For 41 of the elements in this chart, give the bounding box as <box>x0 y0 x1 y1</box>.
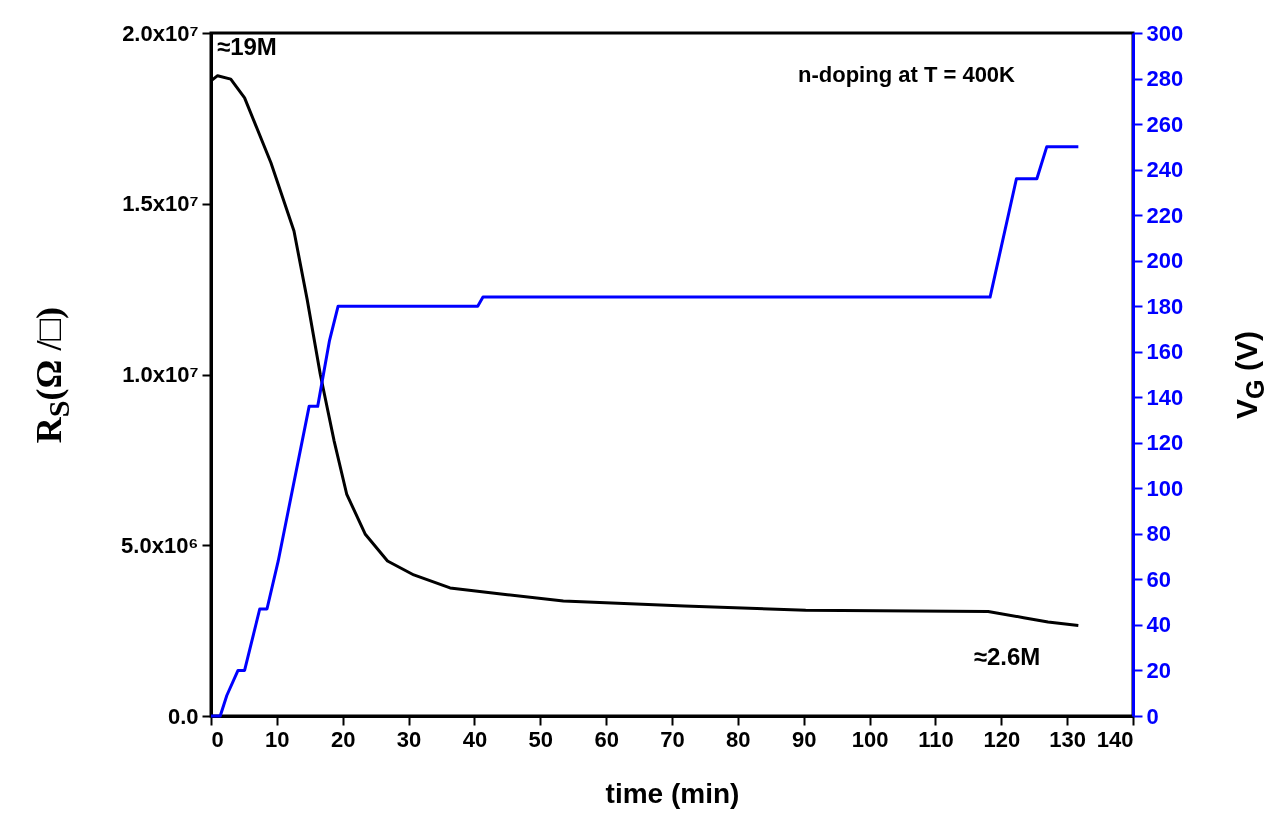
y2-tick-label: 220 <box>1146 202 1184 228</box>
y2-tick-label: 100 <box>1146 475 1184 501</box>
y-tick-label: 0.0 <box>167 703 199 729</box>
x-tick-label: 110 <box>918 726 954 752</box>
y-tick-label: 2.0x10⁷ <box>122 20 199 46</box>
x-tick-label: 40 <box>462 726 488 752</box>
y2-tick-label: 260 <box>1146 111 1184 137</box>
y2-tick-label: 300 <box>1146 20 1184 46</box>
y2-tick-label: 180 <box>1146 293 1184 319</box>
annotation: n-doping at T = 400K <box>798 62 1016 87</box>
x-tick-label: 50 <box>528 726 554 752</box>
y2-tick-label: 140 <box>1146 384 1184 410</box>
y-tick-label: 1.5x10⁷ <box>122 191 199 217</box>
y2-tick-label: 160 <box>1146 339 1184 365</box>
x-tick-label: 30 <box>396 726 422 752</box>
y2-tick-label: 40 <box>1146 612 1171 638</box>
x-tick-label: 80 <box>726 726 751 752</box>
annotation: ≈2.6M <box>973 642 1041 670</box>
x-tick-label: 70 <box>660 726 685 752</box>
y2-tick-label: 120 <box>1146 430 1184 456</box>
x-tick-label: 120 <box>983 726 1021 752</box>
y-tick-label: 5.0x10⁶ <box>121 532 199 558</box>
x-tick-label: 20 <box>330 726 356 752</box>
y-tick-label: 1.0x10⁷ <box>122 362 199 387</box>
line-series <box>209 145 1080 718</box>
y2-tick-label: 200 <box>1146 248 1184 274</box>
x-tick-label: 10 <box>265 726 290 752</box>
x-tick-label: 140 <box>1096 726 1134 752</box>
x-tick-label: 60 <box>594 726 619 752</box>
x-tick-label: 0 <box>211 726 224 752</box>
y2-tick-label: 20 <box>1146 657 1171 683</box>
x-tick-label: 90 <box>791 726 817 752</box>
y2-tick-label: 0 <box>1146 703 1159 729</box>
x-tick-label: 100 <box>851 726 889 752</box>
x-tick-label: 130 <box>1049 726 1086 752</box>
annotation: ≈19M <box>217 32 277 60</box>
x-axis-title: time (min) <box>605 777 740 809</box>
y2-tick-label: 80 <box>1146 521 1171 547</box>
y2-tick-label: 280 <box>1146 66 1184 92</box>
y2-tick-label: 240 <box>1146 157 1184 183</box>
y2-tick-label: 60 <box>1146 566 1171 592</box>
